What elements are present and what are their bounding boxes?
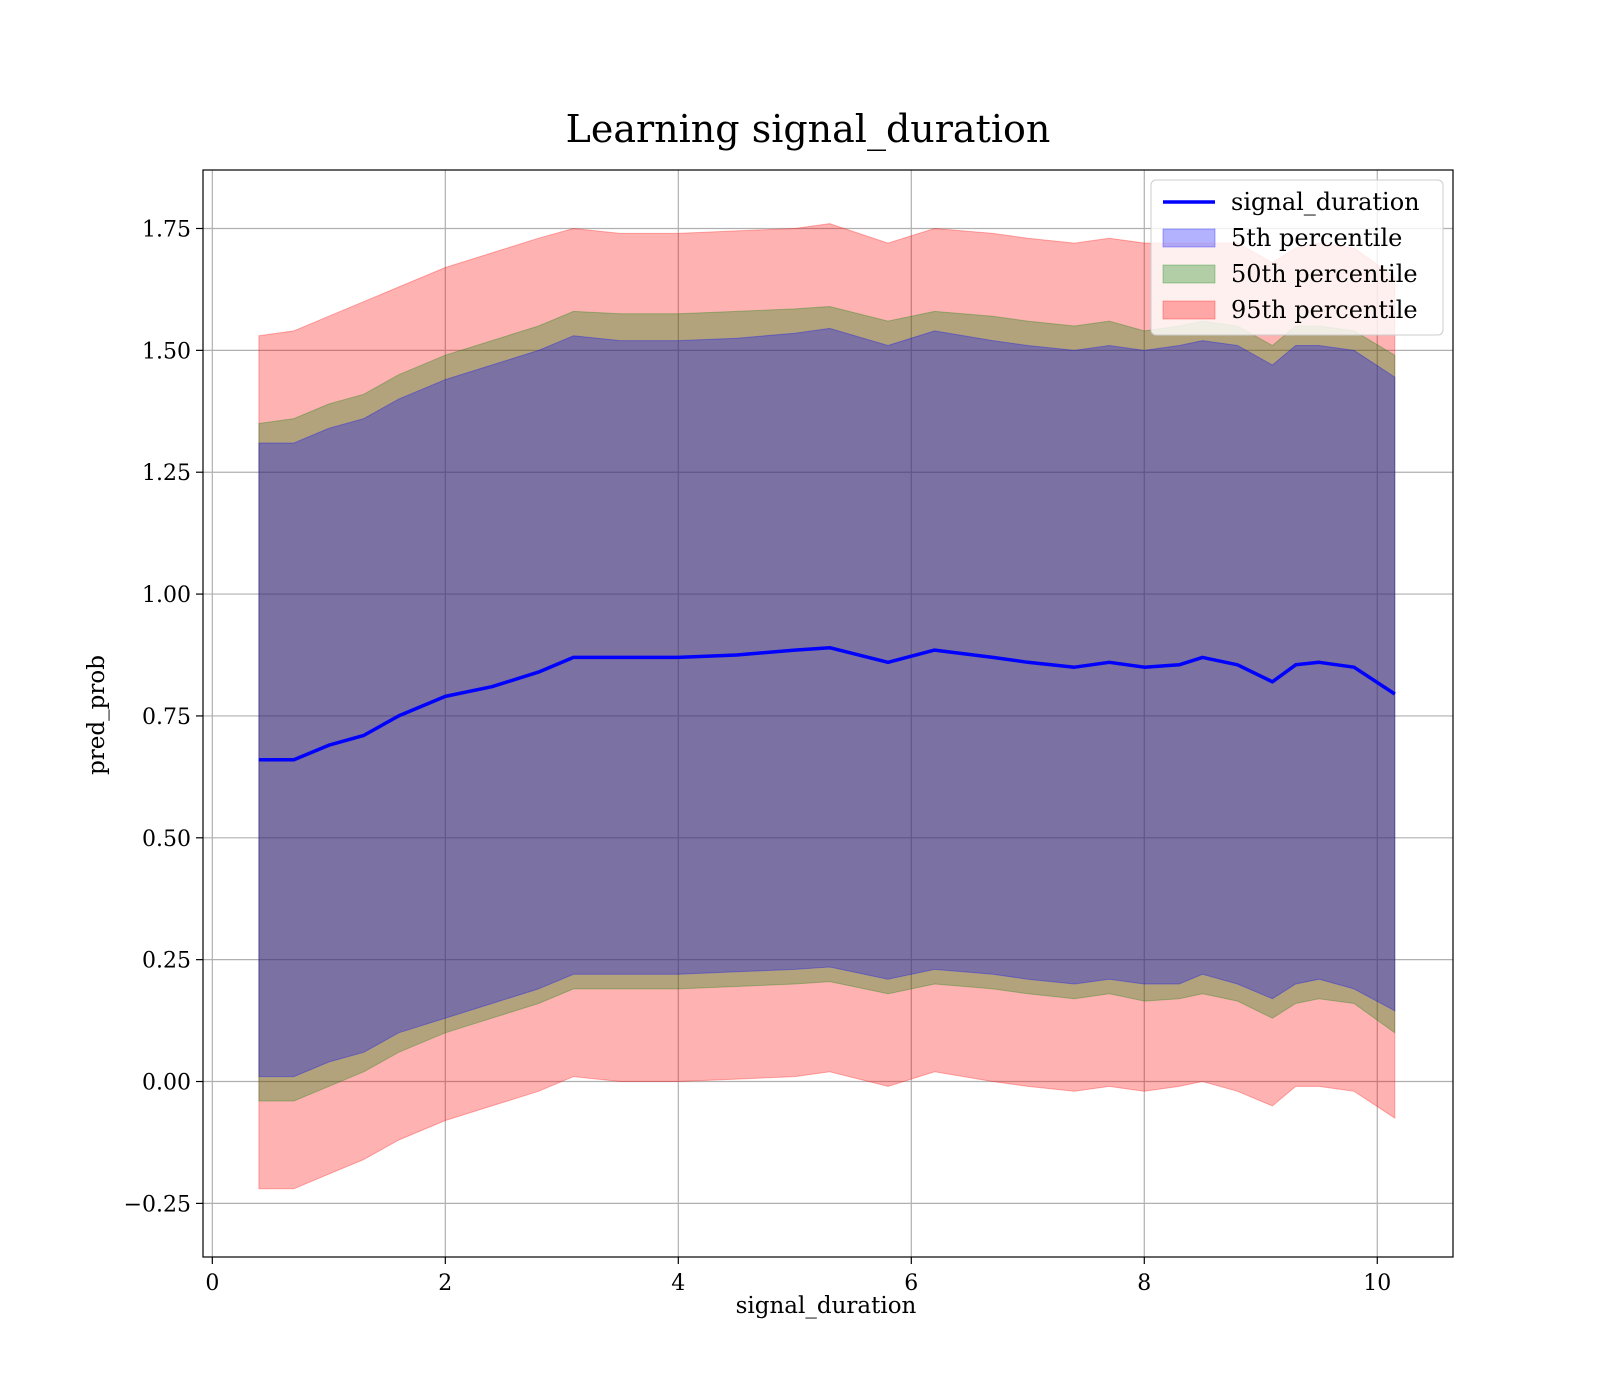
y-tick-label: 0.75 bbox=[142, 705, 191, 730]
band-5th-percentile bbox=[258, 327, 1396, 1078]
legend-patch-swatch bbox=[1162, 228, 1216, 248]
legend-label: 50th percentile bbox=[1231, 260, 1418, 288]
percentile-bands bbox=[258, 223, 1396, 1190]
signal-duration-line-layer bbox=[258, 645, 1396, 762]
y-tick-label: 1.25 bbox=[142, 461, 191, 486]
y-tick-label: 0.50 bbox=[142, 827, 191, 852]
x-tick-label: 6 bbox=[904, 1271, 918, 1296]
legend-patch-swatch bbox=[1162, 264, 1216, 284]
legend: signal_duration 5th percentile 50th percen… bbox=[1150, 179, 1444, 336]
x-tick-label: 8 bbox=[1137, 1271, 1151, 1296]
axis-ticks: 0 2 4 6 8 10 −0.25 0.00 0.25 0.50 0.75 1.00 1.25 1.50… bbox=[124, 217, 1392, 1296]
legend-label: 95th percentile bbox=[1231, 296, 1418, 324]
x-tick-label: 2 bbox=[438, 1271, 452, 1296]
legend-frame bbox=[1150, 179, 1444, 336]
y-tick-label: 1.00 bbox=[142, 583, 191, 608]
chart-title: Learning signal_duration bbox=[566, 107, 1051, 152]
y-tick-label: −0.25 bbox=[124, 1192, 191, 1217]
y-tick-label: 1.75 bbox=[142, 217, 191, 242]
legend-patch-swatch bbox=[1162, 300, 1216, 320]
grid bbox=[203, 170, 1453, 1257]
y-axis-label: pred_prob bbox=[84, 655, 110, 775]
y-tick-label: 0.00 bbox=[142, 1071, 191, 1096]
band-95th-percentile bbox=[258, 223, 1396, 1190]
legend-label: 5th percentile bbox=[1231, 224, 1402, 252]
x-tick-label: 10 bbox=[1363, 1271, 1391, 1296]
band-50th-percentile bbox=[258, 305, 1396, 1102]
legend-label: signal_duration bbox=[1231, 188, 1420, 216]
plot-frame bbox=[202, 169, 1454, 1258]
x-axis-label: signal_duration bbox=[736, 1293, 917, 1319]
x-tick-label: 0 bbox=[205, 1271, 219, 1296]
y-tick-label: 0.25 bbox=[142, 949, 191, 974]
y-tick-label: 1.50 bbox=[142, 339, 191, 364]
x-tick-label: 4 bbox=[671, 1271, 685, 1296]
